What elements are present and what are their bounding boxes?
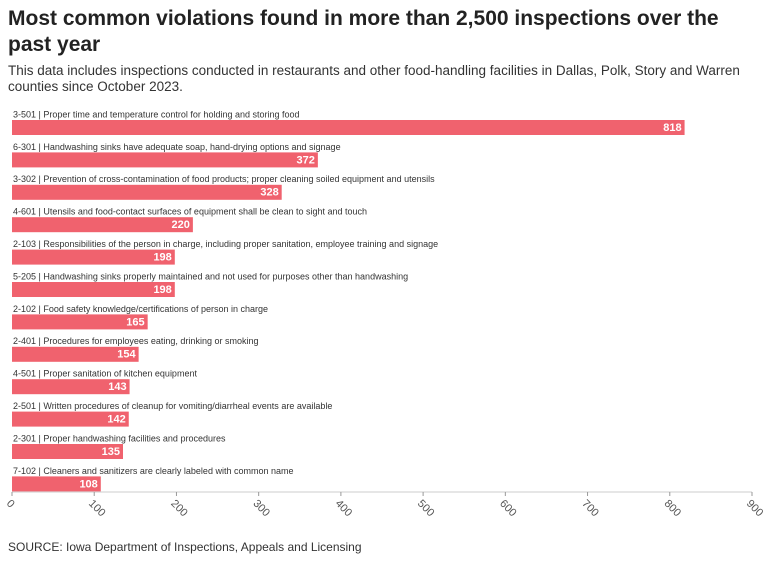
chart-subtitle: This data includes inspections conducted… (8, 63, 740, 94)
value-label: 143 (108, 381, 126, 393)
category-label: 2-102 | Food safety knowledge/certificat… (13, 304, 268, 314)
bar (12, 476, 101, 492)
category-label: 2-401 | Procedures for employees eating,… (13, 336, 258, 346)
x-tick-label: 500 (415, 498, 436, 519)
x-tick-label: 600 (497, 498, 518, 519)
category-label: 4-501 | Proper sanitation of kitchen equ… (13, 369, 197, 379)
value-label: 142 (107, 414, 125, 426)
value-label: 135 (102, 446, 120, 458)
category-label: 6-301 | Handwashing sinks have adequate … (13, 142, 341, 152)
category-label: 2-103 | Responsibilities of the person i… (13, 239, 438, 249)
value-label: 818 (663, 122, 681, 134)
value-label: 108 (79, 478, 97, 490)
x-tick-label: 0 (4, 498, 17, 511)
category-label: 7-102 | Cleaners and sanitizers are clea… (13, 466, 293, 476)
x-tick-label: 100 (86, 498, 107, 519)
value-label: 220 (172, 219, 190, 231)
x-tick-label: 700 (579, 498, 600, 519)
x-tick-label: 800 (662, 498, 683, 519)
value-label: 328 (260, 187, 278, 199)
x-tick-label: 900 (744, 498, 765, 519)
value-label: 198 (153, 252, 171, 264)
value-label: 165 (126, 316, 144, 328)
category-label: 3-302 | Prevention of cross-contaminatio… (13, 174, 435, 184)
value-label: 372 (297, 154, 315, 166)
x-tick-label: 300 (250, 498, 271, 519)
category-label: 5-205 | Handwashing sinks properly maint… (13, 271, 408, 281)
bar (12, 249, 175, 265)
category-label: 3-501 | Proper time and temperature cont… (13, 109, 300, 119)
bar (12, 379, 130, 395)
bar (12, 411, 129, 427)
source: SOURCE: Iowa Department of Inspections, … (8, 540, 362, 554)
bar (12, 282, 175, 297)
bar (12, 444, 123, 459)
chart-title: Most common violations found in more tha… (8, 7, 719, 56)
bar (12, 184, 282, 200)
value-label: 154 (117, 349, 136, 361)
category-label: 2-501 | Written procedures of cleanup fo… (13, 401, 332, 411)
x-tick-label: 200 (168, 498, 189, 519)
bar (12, 152, 318, 168)
category-label: 2-301 | Proper handwashing facilities an… (13, 433, 226, 443)
bar (12, 346, 139, 362)
value-label: 198 (153, 284, 171, 296)
x-tick-label: 400 (333, 498, 354, 519)
bar (12, 217, 193, 233)
bar (12, 120, 685, 135)
category-label: 4-601 | Utensils and food-contact surfac… (13, 207, 367, 217)
bar (12, 314, 148, 330)
